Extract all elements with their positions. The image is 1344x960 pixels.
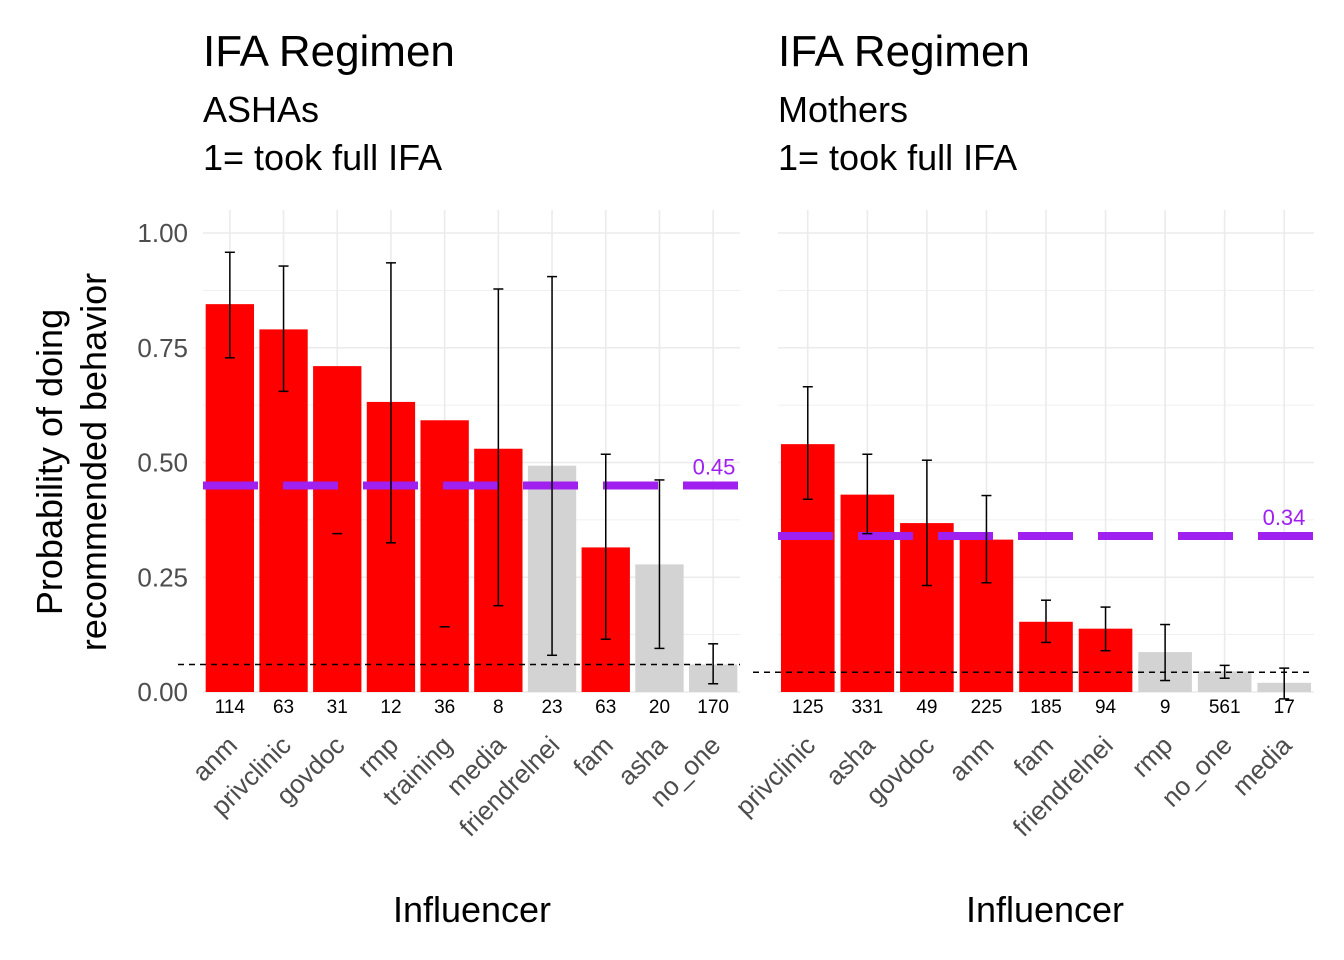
count-label: 8 (493, 697, 504, 718)
count-label: 17 (1274, 697, 1295, 718)
y-tick-label: 0.00 (137, 677, 188, 707)
x-tick-label: fam (1007, 730, 1059, 782)
panel-title: IFA Regimen (203, 27, 455, 76)
y-tick-label: 0.25 (137, 562, 188, 592)
panel-subtitle-line-2: 1= took full IFA (778, 137, 1017, 178)
count-label: 225 (971, 697, 1003, 718)
y-axis-label-line-2: recommended behavior (73, 273, 114, 651)
overlays: 0.45 114 63 31 12 36 8 23 63 20 170 (178, 251, 740, 718)
y-axis-label: Probability of doing recommended behavio… (29, 273, 114, 651)
bar-training (420, 420, 469, 692)
panel-subtitle-line-1: ASHAs (203, 89, 319, 130)
count-label: 31 (327, 697, 348, 718)
bar-govdoc (313, 366, 362, 692)
count-label: 331 (851, 697, 883, 718)
bars (780, 444, 1312, 692)
count-label: 12 (380, 697, 401, 718)
y-axis-label-line-1: Probability of doing (29, 309, 70, 615)
mean-line-label: 0.34 (1263, 505, 1306, 530)
mean-line-label: 0.45 (693, 454, 736, 479)
count-label: 20 (649, 697, 670, 718)
count-label: 23 (541, 697, 562, 718)
y-tick-label: 0.50 (137, 448, 188, 478)
panel-subtitle-line-1: Mothers (778, 89, 908, 130)
y-tick-labels: 0.00 0.25 0.50 0.75 1.00 (137, 218, 188, 707)
count-label: 125 (792, 697, 824, 718)
x-tick-label: govdoc (860, 730, 940, 810)
overlays: 0.34 125 331 49 225 185 94 9 561 17 (753, 386, 1314, 718)
bars (205, 304, 738, 692)
count-label: 9 (1160, 697, 1171, 718)
x-axis-title: Influencer (393, 889, 551, 930)
bar-anm (205, 304, 255, 692)
count-label: 49 (916, 697, 937, 718)
count-label: 94 (1095, 697, 1117, 718)
count-label: 170 (697, 697, 729, 718)
count-label: 185 (1030, 697, 1062, 718)
panel-title: IFA Regimen (778, 27, 1030, 76)
panel-subtitle-line-2: 1= took full IFA (203, 137, 442, 178)
panel-ashas: IFA Regimen ASHAs 1= took full IFA 0.45 1… (137, 27, 740, 930)
panel-mothers: IFA Regimen Mothers 1= took full IFA 0.3… (729, 27, 1314, 930)
count-label: 63 (595, 697, 616, 718)
count-label: 63 (273, 697, 294, 718)
x-tick-label: privclinic (729, 730, 821, 822)
count-label: 36 (434, 697, 455, 718)
bar-no_one (1197, 671, 1252, 692)
count-label: 114 (215, 697, 246, 718)
count-label: 561 (1209, 697, 1241, 718)
x-tick-label: media (1226, 730, 1298, 802)
x-tick-label: fam (567, 730, 619, 782)
y-tick-label: 0.75 (137, 333, 188, 363)
x-tick-label: anm (943, 730, 1000, 787)
y-tick-label: 1.00 (137, 218, 188, 248)
x-axis-title: Influencer (966, 889, 1124, 930)
